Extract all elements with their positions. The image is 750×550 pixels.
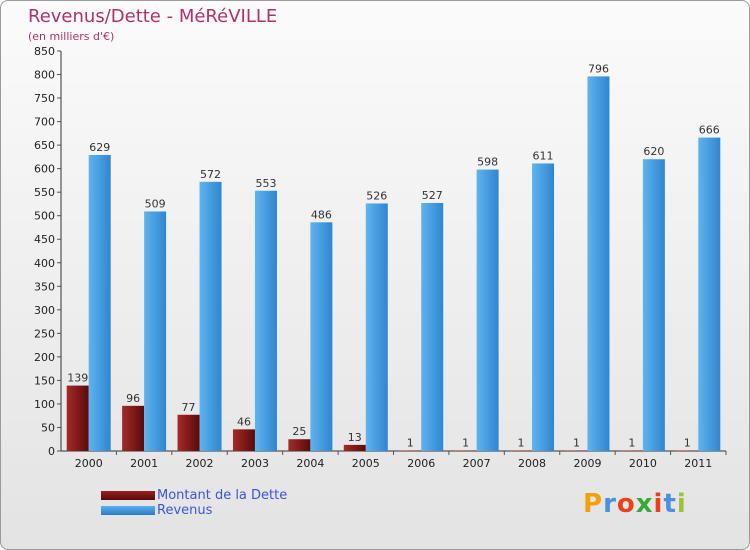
legend-swatch-dette xyxy=(101,490,155,500)
y-tick-label: 600 xyxy=(34,163,55,176)
x-tick-label: 2007 xyxy=(463,457,491,470)
bar-revenus xyxy=(421,203,444,451)
bar-dette xyxy=(565,450,588,452)
data-label: 77 xyxy=(182,401,196,414)
bar-dette xyxy=(66,385,89,451)
bar-revenus xyxy=(698,137,721,451)
y-tick-label: 300 xyxy=(34,304,55,317)
data-label: 553 xyxy=(255,177,276,190)
y-tick-label: 150 xyxy=(34,374,55,387)
data-label: 598 xyxy=(477,156,498,169)
bar-revenus xyxy=(365,203,388,451)
data-label: 620 xyxy=(643,145,664,158)
data-label: 13 xyxy=(348,431,362,444)
bar-revenus xyxy=(587,76,610,451)
y-tick-label: 850 xyxy=(34,45,55,58)
bar-dette xyxy=(510,450,533,452)
legend-label-dette: Montant de la Dette xyxy=(157,487,288,503)
data-label: 486 xyxy=(311,208,332,221)
data-label: 1 xyxy=(573,437,580,450)
bar-dette xyxy=(454,450,477,452)
x-tick-label: 2010 xyxy=(629,457,657,470)
y-tick-label: 0 xyxy=(48,445,55,458)
data-label: 96 xyxy=(126,392,140,405)
bar-revenus xyxy=(199,181,222,451)
data-label: 1 xyxy=(684,437,691,450)
bar-revenus xyxy=(532,163,555,451)
data-label: 1 xyxy=(407,437,414,450)
data-label: 527 xyxy=(422,189,443,202)
x-tick-label: 2002 xyxy=(186,457,214,470)
chart-subtitle: (en milliers d'€) xyxy=(28,30,115,43)
bar-revenus xyxy=(642,159,665,451)
bar-dette xyxy=(177,414,200,451)
bar-dette xyxy=(620,450,643,452)
bar-revenus xyxy=(88,155,111,451)
bar-revenus xyxy=(144,211,167,451)
data-label: 139 xyxy=(67,372,88,385)
logo-letter: r xyxy=(603,489,617,519)
x-tick-label: 2000 xyxy=(75,457,103,470)
y-tick-label: 400 xyxy=(34,257,55,270)
y-tick-label: 800 xyxy=(34,69,55,82)
y-tick-label: 650 xyxy=(34,139,55,152)
legend-item-revenus: Revenus xyxy=(101,502,212,518)
data-label: 796 xyxy=(588,62,609,75)
x-tick-label: 2001 xyxy=(130,457,158,470)
logo-letter: x xyxy=(635,489,654,519)
legend-label-revenus: Revenus xyxy=(157,502,213,518)
bar-dette xyxy=(122,405,145,451)
x-tick-label: 2003 xyxy=(241,457,269,470)
data-label: 25 xyxy=(292,425,306,438)
x-tick-label: 2006 xyxy=(407,457,435,470)
bar-dette xyxy=(288,439,311,451)
chart-title: Revenus/Dette - MéRéVILLE xyxy=(28,6,278,27)
x-tick-label: 2005 xyxy=(352,457,380,470)
x-tick-label: 2011 xyxy=(684,457,712,470)
data-label: 509 xyxy=(145,197,166,210)
bar-dette xyxy=(399,450,422,452)
y-tick-label: 550 xyxy=(34,186,55,199)
proxiti-logo: Proxiti xyxy=(583,489,687,519)
bar-dette xyxy=(676,450,699,452)
data-label: 611 xyxy=(533,149,554,162)
bar-revenus xyxy=(476,169,499,451)
y-tick-label: 750 xyxy=(34,92,55,105)
bar-revenus xyxy=(254,190,277,451)
y-tick-label: 50 xyxy=(41,421,55,434)
legend-item-dette: Montant de la Dette xyxy=(101,487,287,503)
data-label: 1 xyxy=(628,437,635,450)
x-tick-label: 2008 xyxy=(518,457,546,470)
logo-letter: i xyxy=(676,489,687,519)
legend-swatch-revenus xyxy=(101,505,155,515)
data-label: 666 xyxy=(699,124,720,137)
logo-letter: t xyxy=(663,489,677,519)
x-tick-label: 2009 xyxy=(573,457,601,470)
x-tick-label: 2004 xyxy=(296,457,324,470)
y-tick-label: 350 xyxy=(34,280,55,293)
y-tick-label: 100 xyxy=(34,398,55,411)
data-label: 1 xyxy=(462,437,469,450)
data-label: 1 xyxy=(518,437,525,450)
y-tick-label: 250 xyxy=(34,327,55,340)
logo-letter: i xyxy=(653,489,664,519)
y-tick-label: 450 xyxy=(34,233,55,246)
data-label: 572 xyxy=(200,168,221,181)
data-label: 46 xyxy=(237,415,251,428)
bar-dette xyxy=(343,444,366,451)
bar-revenus xyxy=(310,222,333,451)
logo-letter: o xyxy=(616,489,636,519)
y-tick-label: 500 xyxy=(34,210,55,223)
data-label: 629 xyxy=(89,141,110,154)
bar-dette xyxy=(232,429,255,451)
logo-letter: P xyxy=(583,489,604,519)
y-tick-label: 700 xyxy=(34,116,55,129)
y-tick-label: 200 xyxy=(34,351,55,364)
data-label: 526 xyxy=(366,189,387,202)
